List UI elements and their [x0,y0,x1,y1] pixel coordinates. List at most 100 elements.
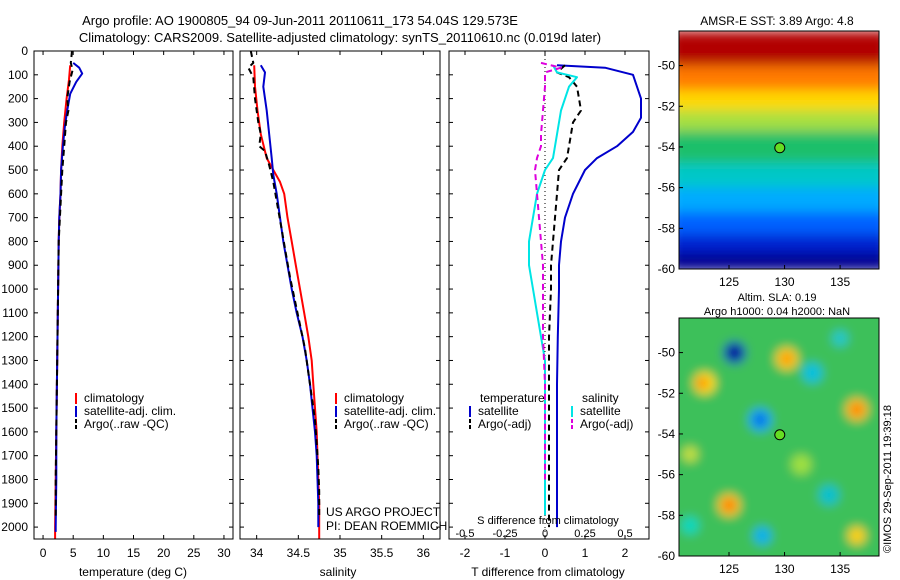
difference-panel: -2 -1 0 1 2-0.5 -0.25 0 0.25 0.5 temperaturesate… [448,50,650,579]
sst-band [679,31,879,68]
map-x-tick-label: 135 [830,275,850,289]
depth-tick-label: 500 [8,163,28,177]
depth-tick-label: 400 [8,139,28,153]
sst-band [679,187,879,215]
depth-tick-label: 700 [8,211,28,225]
series-line-argo [247,50,321,518]
legend-label: Argo(..raw -QC) [344,417,429,431]
depth-tick-label: 800 [8,234,28,248]
depth-tick-label: 600 [8,187,28,201]
sst-axes-box [678,30,880,270]
x-tick-label: 2 [622,546,629,560]
map-y-tick-label: -50 [658,59,676,73]
sst-band [679,252,879,269]
map-y-tick-label: -60 [658,549,676,563]
x-tick-label: 1 [582,546,589,560]
series-line-satellite [556,64,642,528]
depth-tick-label: 1700 [1,449,28,463]
sla-map-panel: Altim. SLA: 0.19 Argo h1000: 0.04 h2000:… [658,292,880,576]
x-tick-label: -2 [460,546,471,560]
sla-axes-box [678,317,880,557]
legend-label: satellite-adj. clim. [344,404,436,418]
map-y-tick-label: -50 [658,346,676,360]
sla-anomaly-blob [729,347,741,359]
s-tick-label: 0.5 [617,528,632,540]
x-tick-label: 25 [187,546,201,560]
x-tick-label: 20 [157,546,171,560]
x-tick-label: 0 [40,546,47,560]
sst-map-panel: AMSR-E SST: 3.89 Argo: 4.8 125 130 135 -50 -… [658,14,880,289]
map-y-tick-label: -52 [658,386,676,400]
x-tick-label: 30 [217,546,231,560]
sla-anomaly-blob [832,330,848,347]
s-tick-label: 0.25 [574,528,595,540]
x-tick-label: 10 [97,546,111,560]
legend-label: climatology [84,391,144,405]
map-y-tick-label: -58 [658,221,676,235]
series-line-climatology [253,65,321,539]
sla-anomaly-blob [847,526,866,545]
sla-anomaly-blob [753,526,772,545]
salinity-panel: 34 34.5 35 35.5 36 climatologysatellite-adj.… [239,50,447,579]
sla-anomaly-blob [851,403,863,416]
depth-tick-label: 900 [8,258,28,272]
series-line-sal_satellite [528,64,578,516]
temperature-panel: 0 5 10 15 20 25 300100200300400500600700800900… [1,44,234,579]
map-y-tick-label: -58 [658,508,676,522]
figure-title-line1: Argo profile: AO 1900805_94 09-Jun-2011 … [82,13,518,28]
s-tick-label: 0 [542,528,548,540]
sla-anomaly-blob [682,446,698,463]
credit-stamp: ©IMOS 29-Sep-2011 19:39:18 [882,405,894,553]
depth-tick-label: 1200 [1,330,28,344]
sla-anomaly-blob [781,353,793,365]
difference-axes-box [448,50,650,540]
salinity-axes-box [239,50,441,540]
sla-anomaly-blob [791,454,812,475]
series-line-satellite [259,64,320,528]
s-tick-label: -0.25 [492,528,517,540]
map-y-tick-label: -54 [658,140,676,154]
map-y-tick-label: -54 [658,427,676,441]
map-x-tick-label: 130 [775,275,795,289]
legend-label: Argo(-adj) [580,417,633,431]
map-x-tick-label: 135 [830,562,850,576]
depth-tick-label: 1100 [2,306,28,320]
pi-annotation: PI: DEAN ROEMMICH [326,519,447,533]
series-line-sal_argo [534,61,562,480]
x-tick-label: 36 [417,546,431,560]
legend-header: salinity [582,391,619,405]
sla-anomaly-blob [755,414,766,425]
s-tick-label: -0.5 [456,528,475,540]
sst-band [679,212,879,237]
map-x-tick-label: 125 [719,562,739,576]
s-difference-label: S difference from climatology [477,515,619,527]
x-tick-label: 5 [70,546,77,560]
depth-tick-label: 1000 [1,282,28,296]
sst-map-title: AMSR-E SST: 3.89 Argo: 4.8 [700,14,854,28]
salinity-xlabel: salinity [320,565,357,579]
depth-tick-label: 1400 [1,377,28,391]
x-tick-label: 0 [542,546,549,560]
sst-band [679,65,879,92]
argo-location-marker [774,142,786,154]
legend-label: satellite-adj. clim. [84,404,176,418]
sla-anomaly-blob [696,377,708,389]
map-x-tick-label: 125 [719,275,739,289]
salinity-marks: 34 34.5 35 35.5 36 [240,50,440,560]
x-tick-label: 34 [250,546,264,560]
sla-anomaly-blob [681,516,699,535]
series-line-satellite [54,62,84,532]
difference-legend: temperaturesatelliteArgo(-adj)salinitysa… [469,391,633,431]
depth-tick-label: 300 [8,115,28,129]
map-y-tick-label: -60 [658,262,676,276]
argo-location-marker [774,429,786,441]
series-line-argo [54,50,74,518]
temperature-axes-box [33,50,234,540]
x-tick-label: 35.5 [370,546,394,560]
difference-marks: -2 -1 0 1 2 -0.5 -0.25 0 0.25 0.5 [449,50,649,560]
sla-marks: 125 130 135 -50 -52 -54 -56 -58 -60 [658,346,851,576]
sla-anomaly-blob [819,484,839,505]
